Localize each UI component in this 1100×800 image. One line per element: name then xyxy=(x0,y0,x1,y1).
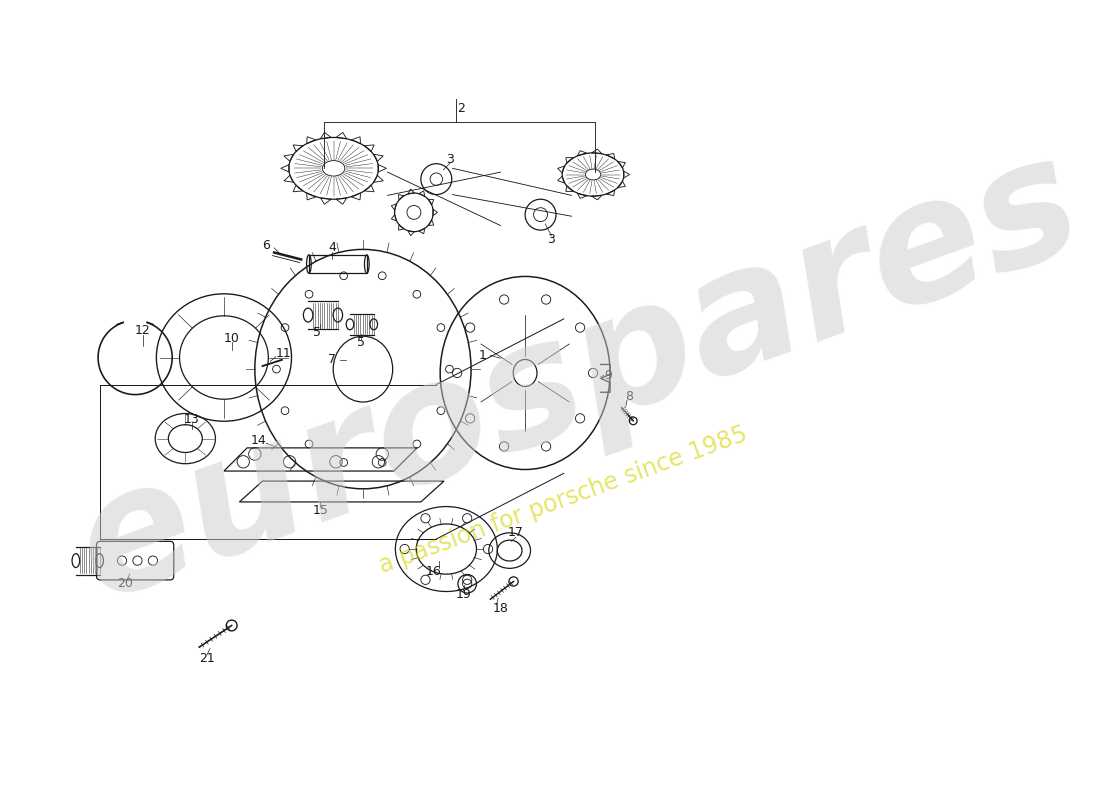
Text: 8: 8 xyxy=(626,390,634,402)
Text: 7: 7 xyxy=(328,354,337,366)
Text: 4: 4 xyxy=(328,242,336,254)
Text: 11: 11 xyxy=(275,347,292,360)
Text: eurospares: eurospares xyxy=(56,120,1100,634)
Text: 13: 13 xyxy=(184,413,199,426)
Text: 2: 2 xyxy=(458,102,465,114)
Text: 10: 10 xyxy=(223,332,240,345)
Text: 9: 9 xyxy=(605,369,613,382)
Text: 19: 19 xyxy=(455,588,471,601)
Text: 14: 14 xyxy=(251,434,266,446)
Text: 3: 3 xyxy=(548,233,556,246)
Text: 1: 1 xyxy=(478,349,486,362)
Text: 6: 6 xyxy=(263,239,271,252)
Text: 18: 18 xyxy=(493,602,508,615)
Text: 20: 20 xyxy=(118,577,133,590)
Text: 5: 5 xyxy=(358,336,365,350)
Text: 15: 15 xyxy=(312,504,329,517)
Text: 21: 21 xyxy=(199,652,214,665)
Text: 12: 12 xyxy=(135,324,151,337)
Text: 5: 5 xyxy=(312,326,320,339)
Text: 3: 3 xyxy=(447,153,454,166)
Text: 16: 16 xyxy=(426,565,442,578)
Text: 17: 17 xyxy=(508,526,524,539)
Text: a passion for porsche since 1985: a passion for porsche since 1985 xyxy=(376,422,751,578)
